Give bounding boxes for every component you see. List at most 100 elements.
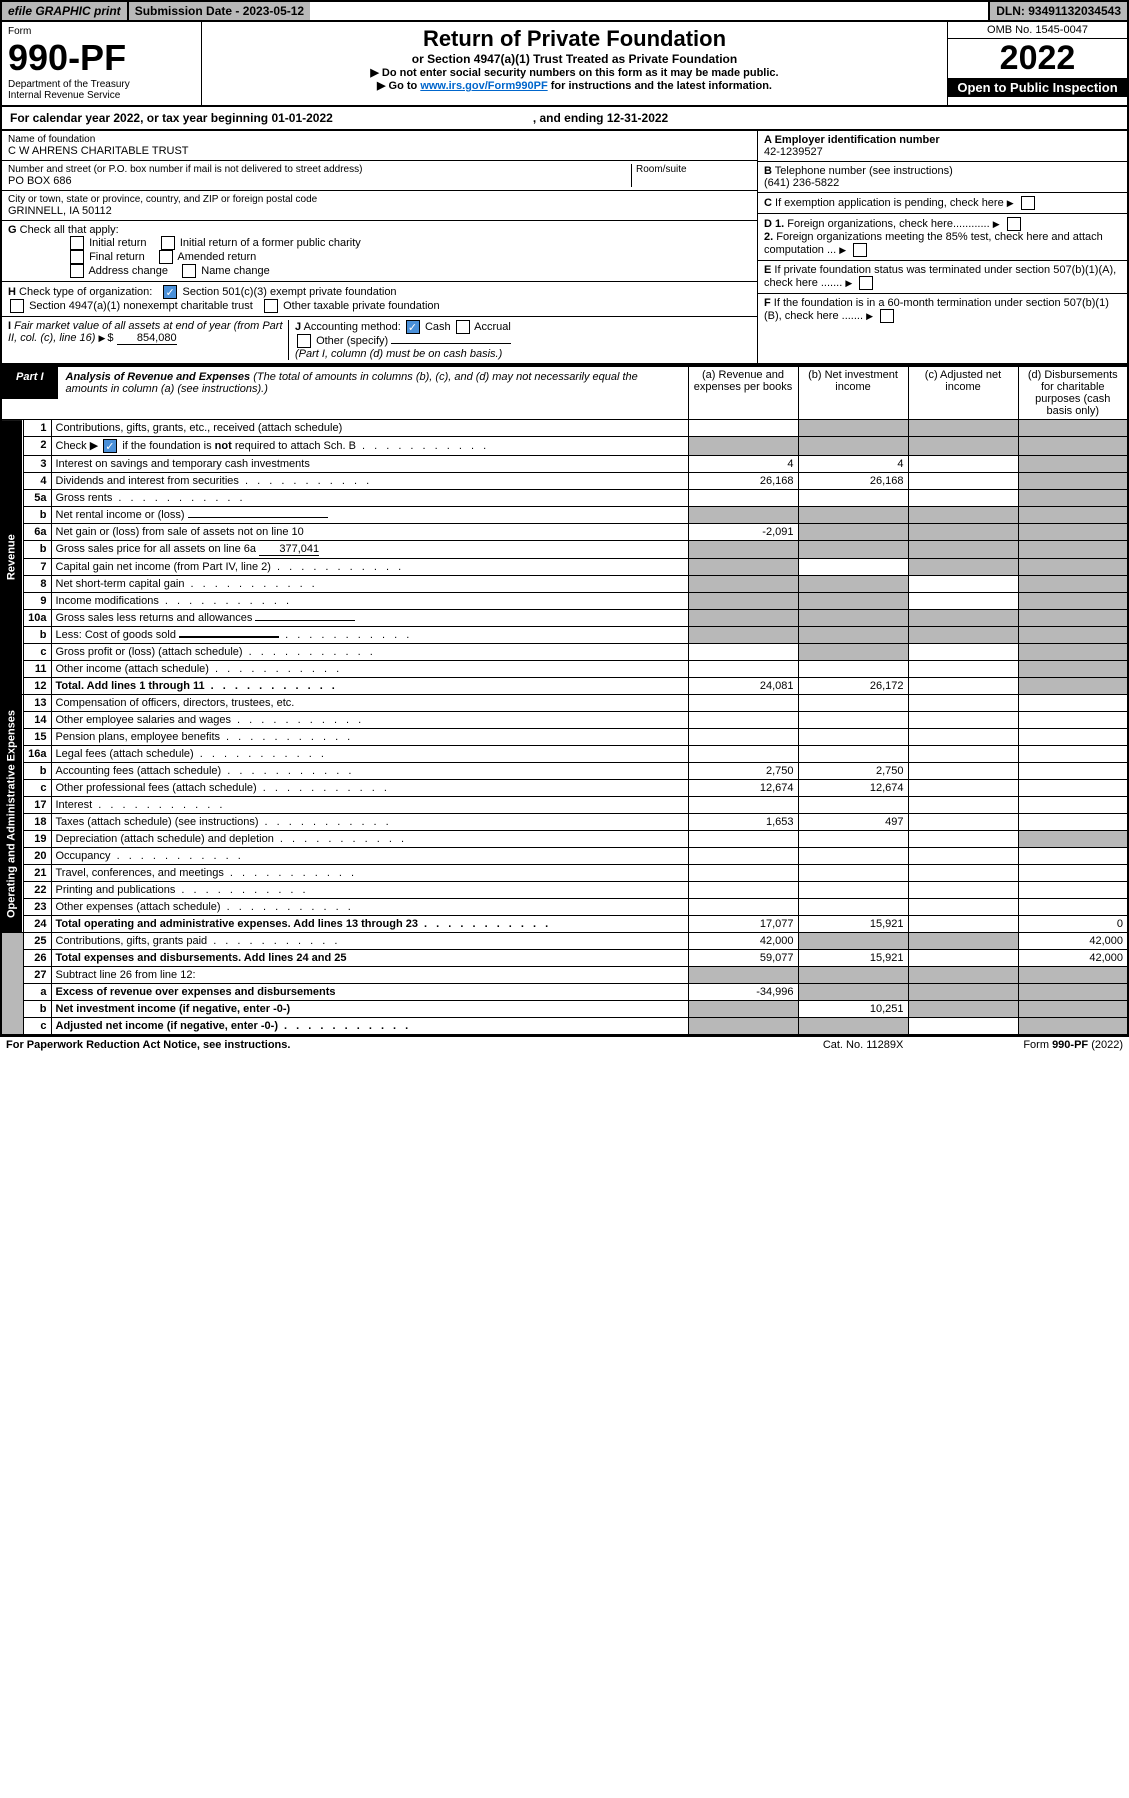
ln12-b: 26,172 [798, 678, 908, 695]
ln25-no: 25 [23, 933, 51, 950]
top-bar: efile GRAPHIC print Submission Date - 20… [0, 0, 1129, 22]
cb-507b1b[interactable] [880, 309, 894, 323]
ln16a-desc: Legal fees (attach schedule) [51, 746, 688, 763]
ln16b-a: 2,750 [688, 763, 798, 780]
ln24-desc: Total operating and administrative expen… [51, 916, 688, 933]
cb-foreign[interactable] [1007, 217, 1021, 231]
ln16c-b: 12,674 [798, 780, 908, 797]
ln5a-no: 5a [23, 490, 51, 507]
cb-name-change[interactable] [182, 264, 196, 278]
ln10b-no: b [23, 627, 51, 644]
cb-sch-b[interactable] [103, 439, 117, 453]
h1: Section 501(c)(3) exempt private foundat… [183, 286, 397, 298]
ln8-no: 8 [23, 576, 51, 593]
g-label: G [8, 224, 17, 236]
ln27b-no: b [23, 1001, 51, 1018]
g2: Initial return of a former public charit… [180, 237, 361, 249]
e-text: If private foundation status was termina… [764, 264, 1116, 289]
ln4-desc: Dividends and interest from securities [51, 473, 688, 490]
addr-label: Number and street (or P.O. box number if… [8, 164, 631, 175]
efile-label[interactable]: efile GRAPHIC print [2, 2, 127, 20]
ln20-no: 20 [23, 848, 51, 865]
ln11-no: 11 [23, 661, 51, 678]
ln3-b: 4 [798, 456, 908, 473]
g6: Name change [201, 265, 270, 277]
ln26-desc: Total expenses and disbursements. Add li… [51, 950, 688, 967]
cb-addr-change[interactable] [70, 264, 84, 278]
ln27a-desc: Excess of revenue over expenses and disb… [51, 984, 688, 1001]
j1: Cash [425, 321, 451, 333]
ln16c-no: c [23, 780, 51, 797]
ln18-no: 18 [23, 814, 51, 831]
ln12-a: 24,081 [688, 678, 798, 695]
form-link[interactable]: www.irs.gov/Form990PF [420, 80, 547, 92]
ln26-d: 42,000 [1018, 950, 1128, 967]
ln21-desc: Travel, conferences, and meetings [51, 865, 688, 882]
ln27b-b: 10,251 [798, 1001, 908, 1018]
j2: Accrual [474, 321, 511, 333]
cb-accrual[interactable] [456, 320, 470, 334]
form-header: Form 990-PF Department of the Treasury I… [0, 22, 1129, 107]
ln5b-desc: Net rental income or (loss) [51, 507, 688, 524]
cb-foreign-85[interactable] [853, 243, 867, 257]
cb-initial-former[interactable] [161, 236, 175, 250]
ln10b-desc: Less: Cost of goods sold [51, 627, 688, 644]
ln16b-b: 2,750 [798, 763, 908, 780]
ln1-no: 1 [23, 420, 51, 437]
cb-4947[interactable] [10, 299, 24, 313]
ln16a-no: 16a [23, 746, 51, 763]
city-label: City or town, state or province, country… [8, 194, 751, 205]
j-text: Accounting method: [301, 321, 401, 333]
b-label: B [764, 165, 772, 177]
page-footer: For Paperwork Reduction Act Notice, see … [0, 1036, 1129, 1053]
ln19-no: 19 [23, 831, 51, 848]
ln17-no: 17 [23, 797, 51, 814]
omb-number: OMB No. 1545-0047 [948, 22, 1127, 39]
cb-initial-return[interactable] [70, 236, 84, 250]
c-text: If exemption application is pending, che… [772, 197, 1004, 209]
cb-other-taxable[interactable] [264, 299, 278, 313]
ln6a-desc: Net gain or (loss) from sale of assets n… [51, 524, 688, 541]
ln27b-desc: Net investment income (if negative, ente… [51, 1001, 688, 1018]
entity-info: Name of foundation C W AHRENS CHARITABLE… [0, 131, 1129, 365]
cb-exemption-pending[interactable] [1021, 196, 1035, 210]
b-text: Telephone number (see instructions) [772, 165, 953, 177]
cb-cash[interactable] [406, 320, 420, 334]
part1-table: Part I Analysis of Revenue and Expenses … [0, 365, 1129, 1036]
col-a-hdr: (a) Revenue and expenses per books [688, 366, 798, 420]
ln6b-desc: Gross sales price for all assets on line… [51, 541, 688, 559]
cb-501c3[interactable] [163, 285, 177, 299]
ln16c-a: 12,674 [688, 780, 798, 797]
street-address: PO BOX 686 [8, 175, 631, 187]
fmv-value: 854,080 [117, 332, 177, 345]
ln12-desc: Total. Add lines 1 through 11 [51, 678, 688, 695]
ln16c-desc: Other professional fees (attach schedule… [51, 780, 688, 797]
f-label: F [764, 297, 771, 309]
cal-end: , and ending 12-31-2022 [533, 111, 668, 125]
cb-other-method[interactable] [297, 334, 311, 348]
form-label: Form [8, 26, 195, 37]
ln27a-no: a [23, 984, 51, 1001]
a-label: A Employer identification number [764, 134, 940, 146]
d1: Foreign organizations, check here.......… [784, 218, 989, 230]
side-revenue: Revenue [1, 420, 23, 695]
g5: Address change [88, 265, 168, 277]
ln21-no: 21 [23, 865, 51, 882]
ln26-a: 59,077 [688, 950, 798, 967]
ln9-no: 9 [23, 593, 51, 610]
ln12-no: 12 [23, 678, 51, 695]
foundation-name: C W AHRENS CHARITABLE TRUST [8, 145, 751, 157]
cb-507b1a[interactable] [859, 276, 873, 290]
ln27c-no: c [23, 1018, 51, 1036]
g4: Amended return [177, 251, 256, 263]
col-d-hdr: (d) Disbursements for charitable purpose… [1018, 366, 1128, 420]
ln26-b: 15,921 [798, 950, 908, 967]
cb-final-return[interactable] [70, 250, 84, 264]
ln8-desc: Net short-term capital gain [51, 576, 688, 593]
cat-no: Cat. No. 11289X [823, 1039, 904, 1051]
form-number: 990-PF [8, 37, 195, 79]
ln7-desc: Capital gain net income (from Part IV, l… [51, 559, 688, 576]
cb-amended[interactable] [159, 250, 173, 264]
h-label: H [8, 286, 16, 298]
ln24-no: 24 [23, 916, 51, 933]
